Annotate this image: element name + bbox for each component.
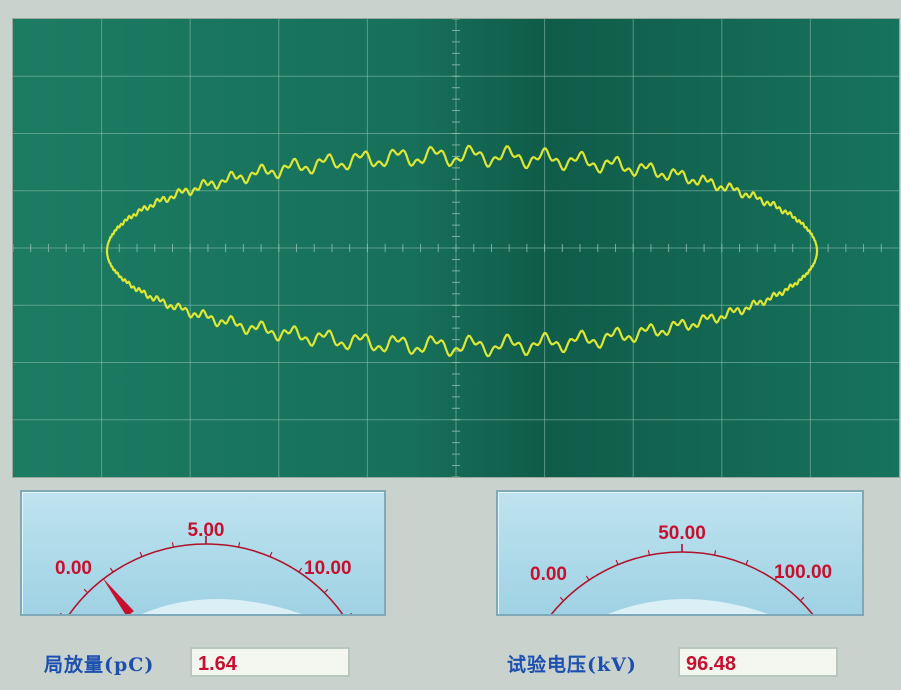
voltage-meter: 0.00 50.00 100.00 xyxy=(496,490,864,616)
voltage-meter-ticks xyxy=(559,544,805,602)
pd-meter-max-label: 10.00 xyxy=(304,558,352,579)
pd-meter-mid-label: 5.00 xyxy=(188,520,225,541)
scale-tick xyxy=(774,575,779,581)
scale-tick xyxy=(139,551,143,557)
scale-tick xyxy=(585,575,590,581)
pd-meter-dial: 0.00 5.00 10.00 xyxy=(55,520,353,614)
scale-tick xyxy=(615,559,619,565)
scale-tick xyxy=(745,559,749,565)
scale-tick xyxy=(800,596,805,602)
scale-tick xyxy=(714,550,717,556)
oscilloscope-screen xyxy=(13,19,899,477)
voltage-meter-mid-label: 50.00 xyxy=(658,523,706,544)
pd-meter-min-label: 0.00 xyxy=(55,558,92,579)
voltage-readout-value: 96.48 xyxy=(678,647,838,677)
voltage-readout-label: 试验电压(kV) xyxy=(507,654,637,676)
pd-meter-glare xyxy=(142,599,302,614)
pd-readout-label: 局放量(pC) xyxy=(44,654,155,676)
scale-tick xyxy=(298,567,303,573)
waveform-trace xyxy=(105,144,819,358)
pd-readout-value: 1.64 xyxy=(190,647,350,677)
pd-meter-arc xyxy=(68,543,344,614)
scale-tick xyxy=(324,588,329,594)
scale-tick xyxy=(238,542,241,548)
scale-tick xyxy=(647,550,650,556)
scale-tick xyxy=(171,542,174,548)
pd-meter-needle xyxy=(102,577,134,614)
scale-tick xyxy=(109,567,114,573)
pd-meter-ticks xyxy=(59,536,353,614)
scale-tick xyxy=(559,596,564,602)
voltage-meter-glare xyxy=(608,599,768,614)
scale-tick xyxy=(269,551,273,557)
voltage-meter-arc xyxy=(550,551,814,614)
voltage-meter-dial: 0.00 50.00 100.00 xyxy=(530,523,832,614)
oscilloscope-display xyxy=(12,18,900,478)
scale-tick xyxy=(83,588,88,594)
voltage-meter-max-label: 100.00 xyxy=(774,562,832,583)
pd-meter: 0.00 5.00 10.00 xyxy=(20,490,386,616)
voltage-meter-min-label: 0.00 xyxy=(530,564,567,585)
